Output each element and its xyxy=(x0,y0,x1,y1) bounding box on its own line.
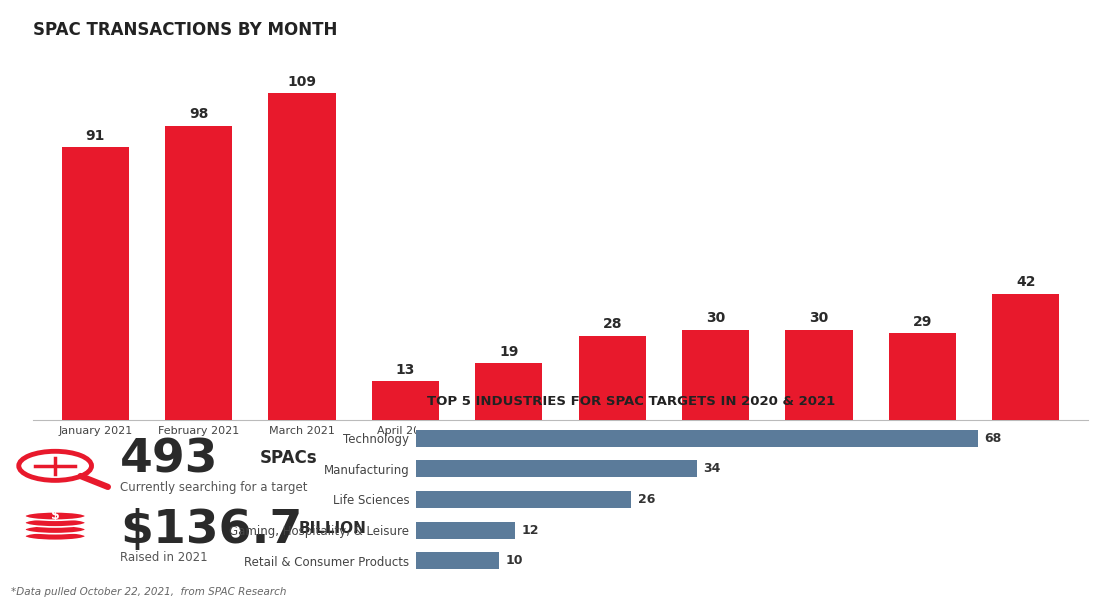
Bar xyxy=(165,126,232,420)
Text: Raised in 2021: Raised in 2021 xyxy=(120,551,208,564)
Text: 30: 30 xyxy=(706,311,725,325)
Text: 10: 10 xyxy=(505,554,523,567)
Bar xyxy=(416,552,498,569)
Text: Currently searching for a target: Currently searching for a target xyxy=(120,481,307,494)
Text: 91: 91 xyxy=(85,128,105,142)
Ellipse shape xyxy=(24,512,85,520)
Text: 13: 13 xyxy=(396,362,415,377)
Text: 493: 493 xyxy=(120,437,219,482)
Text: SPAC TRANSACTIONS BY MONTH: SPAC TRANSACTIONS BY MONTH xyxy=(33,21,337,39)
Bar xyxy=(269,93,335,420)
Bar xyxy=(416,491,630,508)
Bar xyxy=(475,363,543,420)
Text: $: $ xyxy=(51,509,60,522)
Text: BILLION: BILLION xyxy=(299,521,366,536)
Text: 42: 42 xyxy=(1016,275,1036,289)
Text: 19: 19 xyxy=(500,344,518,358)
Bar xyxy=(62,147,129,420)
Text: SPACs: SPACs xyxy=(260,449,317,467)
Text: 109: 109 xyxy=(287,74,316,88)
Text: 30: 30 xyxy=(809,311,829,325)
Bar xyxy=(992,294,1059,420)
Text: 28: 28 xyxy=(603,317,622,331)
Bar xyxy=(578,336,646,420)
Bar xyxy=(889,333,956,420)
Bar xyxy=(416,521,515,539)
Text: 29: 29 xyxy=(912,314,932,329)
Bar xyxy=(416,430,978,447)
Text: 68: 68 xyxy=(985,432,1001,445)
Bar xyxy=(682,330,749,420)
Text: *Data pulled October 22, 2021,  from SPAC Research: *Data pulled October 22, 2021, from SPAC… xyxy=(11,587,286,597)
Bar xyxy=(786,330,852,420)
Text: $136.7: $136.7 xyxy=(120,508,303,553)
Bar xyxy=(416,460,697,478)
Ellipse shape xyxy=(24,518,85,527)
Bar xyxy=(372,381,440,420)
Text: 26: 26 xyxy=(637,493,655,506)
Ellipse shape xyxy=(24,532,85,541)
Text: 12: 12 xyxy=(522,524,539,536)
Text: TOP 5 INDUSTRIES FOR SPAC TARGETS IN 2020 & 2021: TOP 5 INDUSTRIES FOR SPAC TARGETS IN 202… xyxy=(427,395,836,408)
Ellipse shape xyxy=(24,525,85,533)
Text: 98: 98 xyxy=(189,107,209,121)
Text: 34: 34 xyxy=(704,463,722,475)
